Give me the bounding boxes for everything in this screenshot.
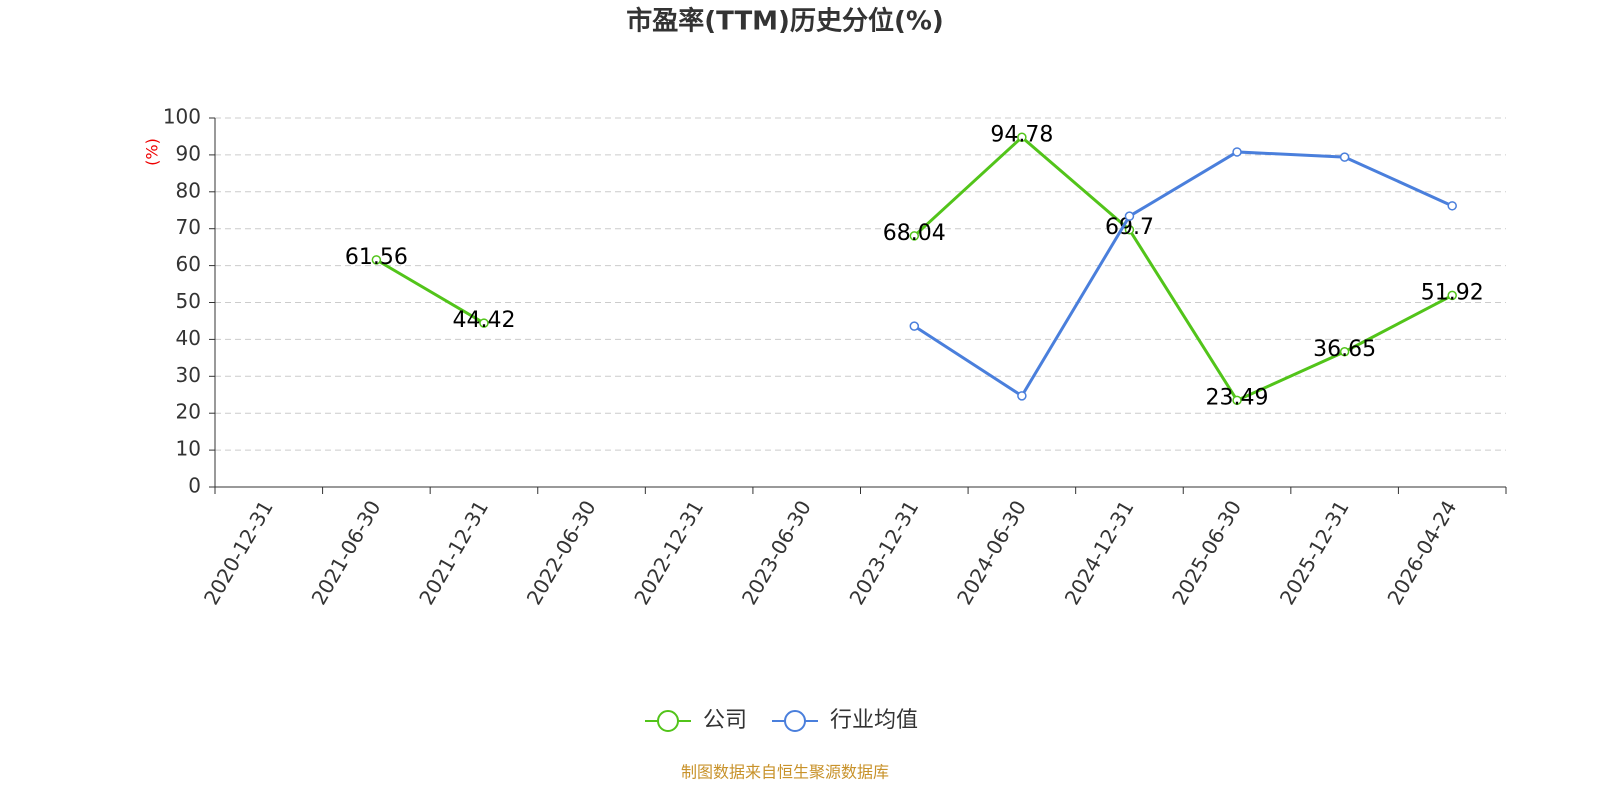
point	[1339, 152, 1350, 162]
legend-label: 行业均值	[830, 708, 918, 733]
x-tick-label: 2024-12-31	[1060, 496, 1139, 609]
y-tick-label: 30	[176, 363, 201, 387]
x-tick-label: 2020-12-31	[199, 496, 278, 609]
x-tick-label: 2021-06-30	[307, 496, 386, 609]
data-label: 51.92	[1421, 280, 1484, 305]
y-tick-label: 70	[176, 215, 201, 239]
y-tick-label: 20	[176, 400, 201, 424]
chart-title: 市盈率(TTM)历史分位(%)	[626, 6, 944, 37]
point	[1017, 132, 1027, 143]
series-line	[375, 135, 1453, 403]
y-tick-label: 50	[176, 289, 201, 313]
y-tick-label: 90	[176, 141, 201, 165]
point	[909, 231, 920, 241]
data-label: 36.65	[1313, 337, 1376, 362]
point	[1017, 391, 1027, 401]
point	[1447, 201, 1457, 211]
data-label: 44.42	[452, 308, 515, 333]
data-label: 61.56	[345, 245, 408, 270]
x-tick-label: 2023-06-30	[737, 496, 816, 609]
data-label: 23.49	[1206, 385, 1269, 410]
point	[1124, 211, 1135, 221]
y-tick-label: 10	[176, 437, 201, 461]
point	[909, 321, 920, 331]
series-line	[913, 150, 1453, 398]
point	[1447, 290, 1457, 301]
source-note: 制图数据来自恒生聚源数据库	[681, 763, 889, 782]
y-tick-label: 100	[163, 105, 201, 129]
x-tick-label: 2025-12-31	[1275, 496, 1354, 609]
x-tick-label: 2026-04-24	[1382, 496, 1461, 609]
data-label: 94.78	[990, 122, 1053, 147]
point	[371, 255, 382, 265]
x-tick-label: 2025-06-30	[1167, 496, 1246, 609]
point	[1339, 347, 1350, 357]
legend-marker	[657, 710, 679, 732]
x-tick-label: 2022-12-31	[629, 496, 708, 609]
y-tick-label: 60	[176, 252, 201, 276]
x-tick-label: 2022-06-30	[522, 496, 601, 609]
point	[1232, 395, 1242, 406]
legend-label: 公司	[703, 708, 747, 733]
point	[479, 318, 489, 328]
legend-marker	[784, 710, 806, 732]
y-tick-label: 0	[188, 474, 201, 498]
x-tick-label: 2023-12-31	[844, 496, 923, 609]
y-axis-label: (%)	[143, 138, 162, 166]
x-tick-label: 2024-06-30	[952, 496, 1031, 609]
y-tick-label: 40	[176, 326, 201, 350]
data-label: 68.04	[883, 221, 946, 246]
x-tick-label: 2021-12-31	[414, 496, 493, 609]
y-tick-label: 80	[176, 178, 201, 202]
point	[1124, 225, 1135, 235]
point	[1232, 147, 1242, 157]
